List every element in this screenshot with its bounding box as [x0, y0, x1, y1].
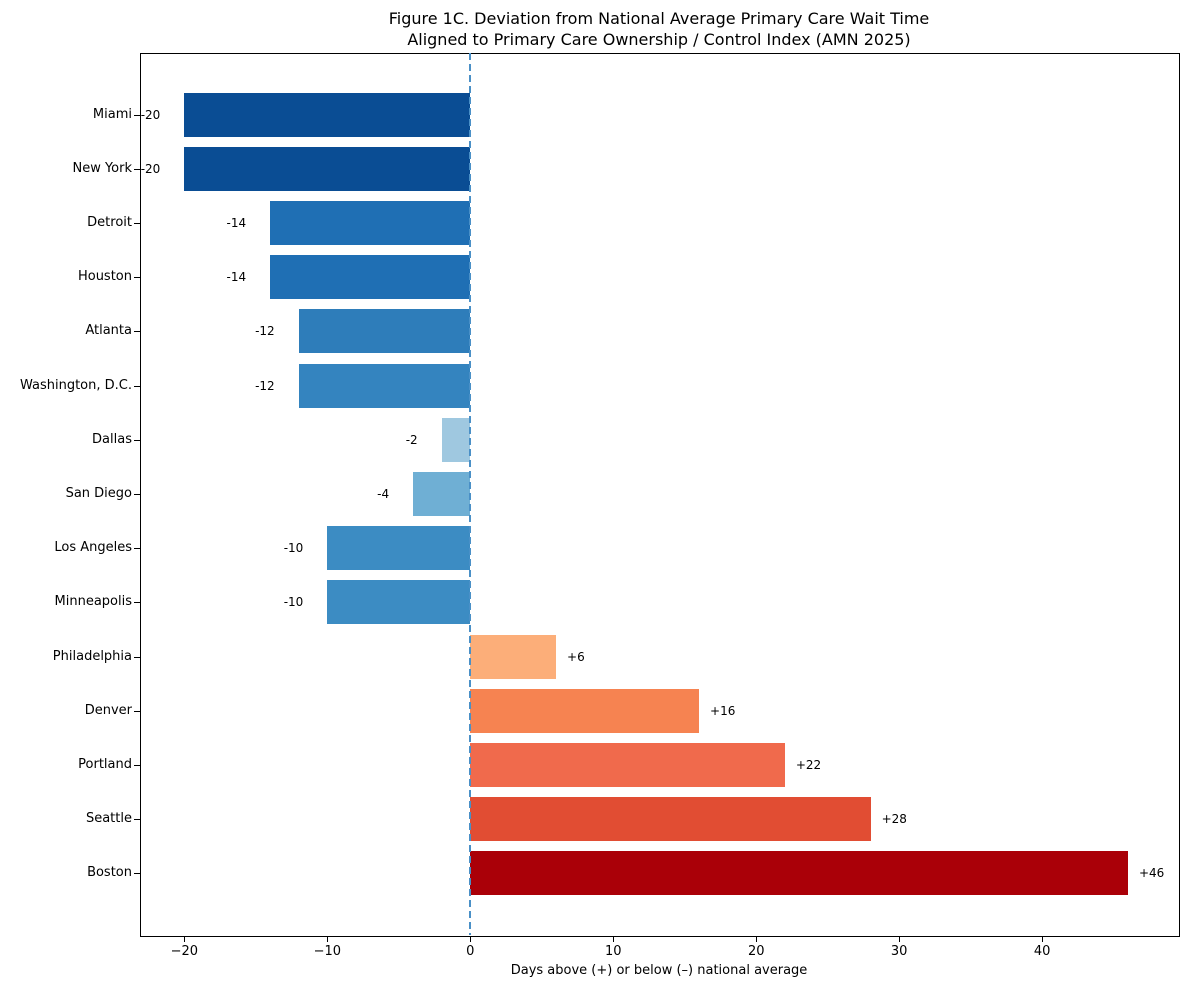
bar-denver	[470, 688, 700, 733]
value-label-boston: +46	[1138, 866, 1165, 881]
xtick-label-5: 30	[890, 944, 908, 959]
xtick-mark-2	[470, 937, 472, 942]
xtick-label-0: −20	[170, 944, 199, 959]
chart-title: Figure 1C. Deviation from National Avera…	[388, 9, 930, 28]
ytick-label-philadelphia: Philadelphia	[52, 648, 132, 664]
ytick-label-boston: Boston	[87, 865, 132, 881]
value-label-portland: +22	[795, 757, 822, 772]
value-label-los-angeles: -10	[283, 541, 304, 556]
ytick-mark-new-york	[134, 168, 140, 170]
bar-boston	[470, 851, 1128, 896]
value-label-dallas: -2	[405, 432, 418, 447]
bar-miami	[184, 92, 471, 137]
bar-detroit	[270, 201, 471, 246]
value-label-seattle: +28	[881, 812, 907, 827]
plot-area	[140, 53, 1180, 937]
xtick-mark-5	[899, 937, 901, 942]
ytick-mark-detroit	[134, 223, 140, 225]
value-label-philadelphia: +6	[567, 649, 585, 664]
xtick-mark-0	[184, 937, 186, 942]
value-label-washington-d-c: -12	[255, 378, 275, 393]
chart-title-block: Figure 1C. Deviation from National Avera…	[140, 8, 1178, 50]
xtick-mark-6	[1042, 937, 1044, 942]
ytick-mark-boston	[134, 873, 140, 875]
ytick-label-new-york: New York	[72, 160, 132, 176]
ytick-label-portland: Portland	[78, 756, 132, 772]
xtick-label-4: 20	[747, 944, 765, 959]
value-label-houston: -14	[226, 270, 247, 285]
ytick-mark-portland	[134, 764, 140, 766]
xtick-label-2: 0	[466, 944, 475, 959]
value-label-new-york: -20	[140, 161, 161, 176]
xtick-label-1: −10	[313, 944, 342, 959]
ytick-label-miami: Miami	[92, 106, 132, 122]
zero-reference-line	[469, 53, 472, 935]
value-label-detroit: -14	[226, 216, 247, 231]
ytick-label-seattle: Seattle	[85, 811, 132, 827]
bar-minneapolis	[327, 580, 471, 625]
chart-subtitle: Aligned to Primary Care Ownership / Cont…	[407, 30, 911, 49]
bar-seattle	[470, 797, 871, 842]
ytick-label-atlanta: Atlanta	[85, 323, 132, 339]
bar-new-york	[184, 146, 471, 191]
ytick-label-los-angeles: Los Angeles	[54, 540, 132, 556]
bar-washington-d-c	[298, 363, 471, 408]
bar-los-angeles	[327, 526, 471, 571]
bar-san-diego	[413, 472, 471, 516]
ytick-mark-denver	[134, 710, 140, 712]
x-axis-label: Days above (+) or below (–) national ave…	[510, 963, 808, 978]
ytick-mark-seattle	[134, 819, 140, 821]
ytick-mark-san-diego	[134, 494, 140, 495]
value-label-san-diego: -4	[377, 487, 390, 501]
ytick-mark-houston	[134, 277, 140, 279]
value-label-miami: -20	[140, 107, 161, 122]
bar-portland	[470, 742, 785, 787]
ytick-label-dallas: Dallas	[92, 431, 132, 447]
xtick-label-3: 10	[604, 944, 622, 959]
ytick-mark-dallas	[134, 439, 140, 441]
ytick-mark-philadelphia	[134, 656, 140, 658]
ytick-mark-atlanta	[134, 331, 140, 333]
ytick-label-denver: Denver	[84, 702, 132, 718]
bar-houston	[270, 255, 471, 300]
xtick-mark-4	[756, 937, 758, 942]
ytick-mark-minneapolis	[134, 602, 140, 604]
ytick-label-minneapolis: Minneapolis	[54, 594, 132, 610]
ytick-mark-los-angeles	[134, 548, 140, 550]
bar-atlanta	[298, 309, 471, 354]
bar-dallas	[441, 417, 471, 462]
ytick-label-san-diego: San Diego	[65, 486, 132, 501]
xtick-label-6: 40	[1033, 944, 1051, 959]
ytick-label-detroit: Detroit	[87, 215, 132, 231]
value-label-denver: +16	[710, 703, 736, 718]
ytick-label-washington-d-c: Washington, D.C.	[19, 377, 132, 393]
ytick-label-houston: Houston	[77, 269, 132, 285]
xtick-mark-1	[327, 937, 329, 942]
bar-philadelphia	[470, 634, 557, 679]
value-label-minneapolis: -10	[283, 595, 304, 610]
ytick-mark-washington-d-c	[134, 385, 140, 387]
xtick-mark-3	[613, 937, 615, 942]
ytick-mark-miami	[134, 114, 140, 116]
value-label-atlanta: -12	[255, 324, 275, 339]
